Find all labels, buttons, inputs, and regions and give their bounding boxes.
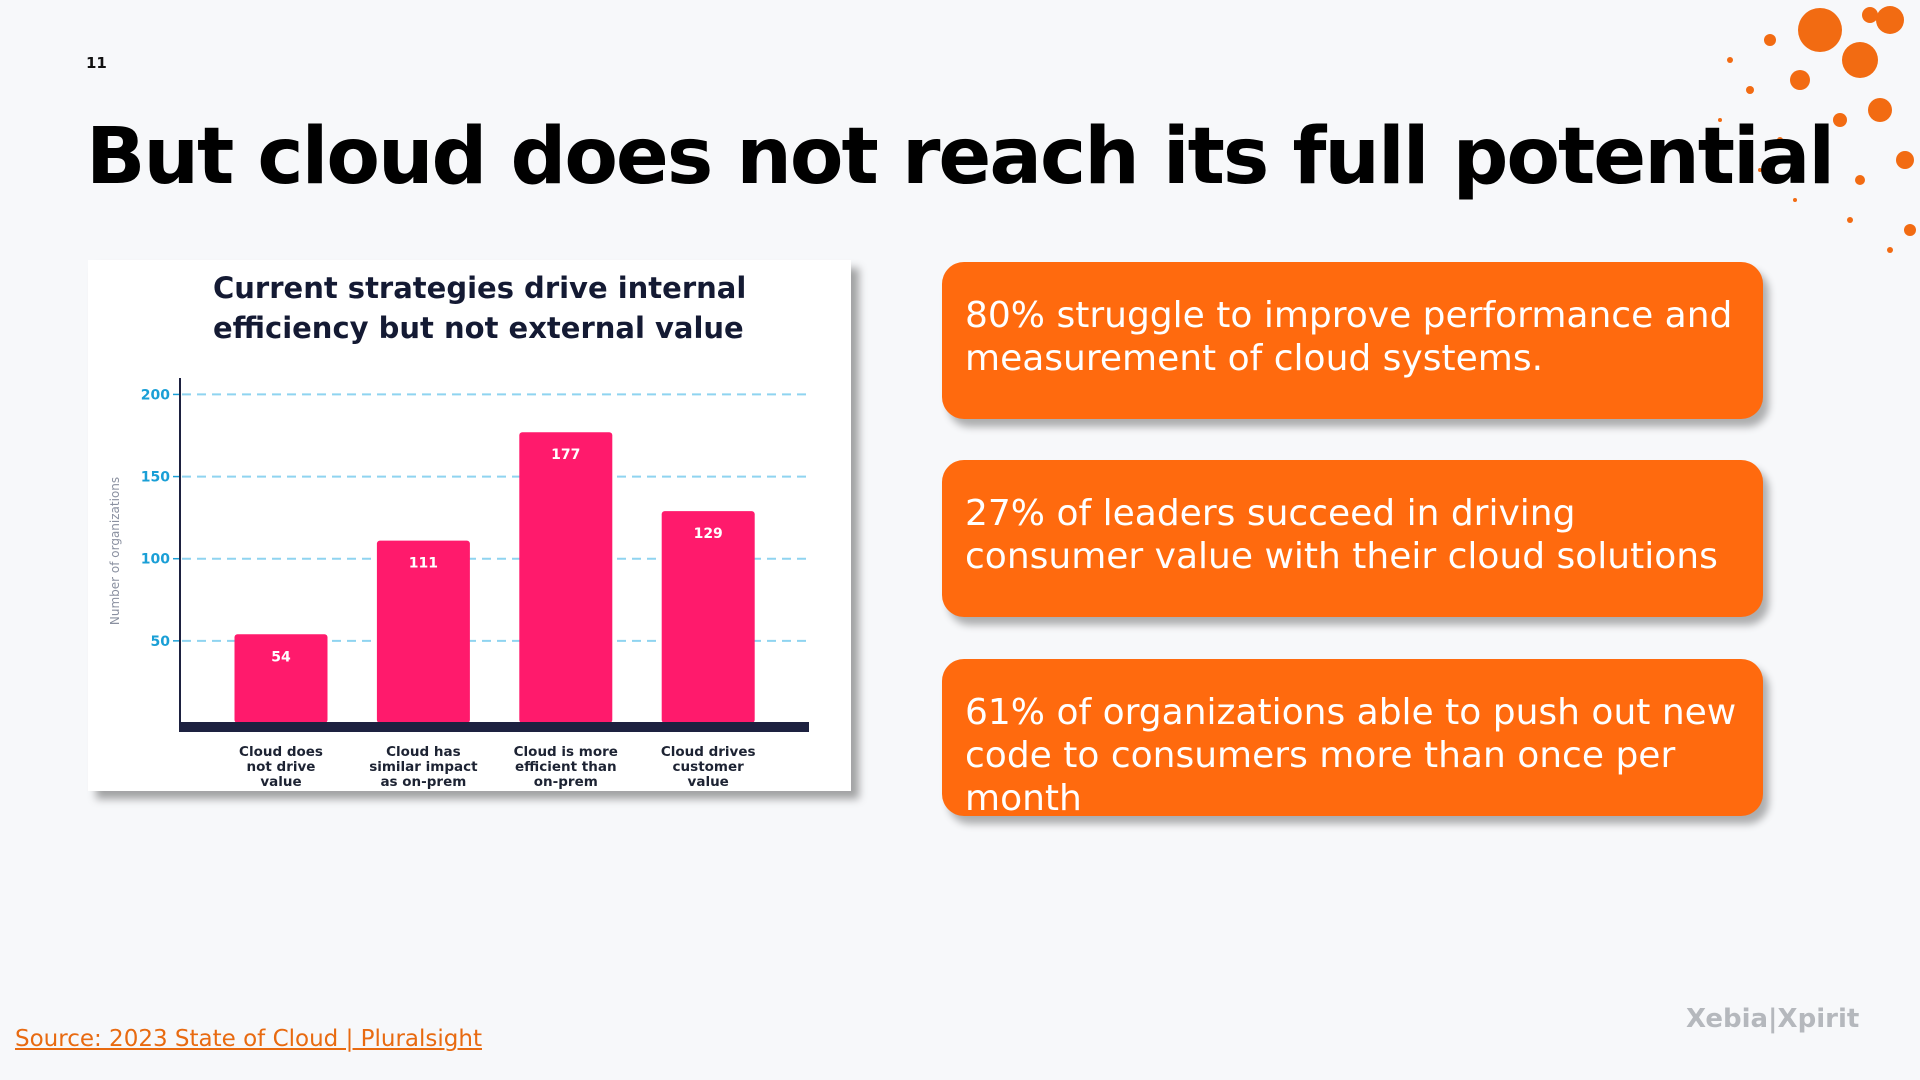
x-tick-label: Cloud drives customer value (660, 744, 756, 790)
y-axis-label: Number of organizations (108, 477, 122, 625)
y-tick-label: 50 (151, 634, 171, 650)
source-link[interactable]: Source: 2023 State of Cloud | Pluralsigh… (15, 1026, 482, 1052)
slide-number: 11 (86, 54, 107, 72)
bar (234, 634, 328, 723)
bar (376, 540, 470, 723)
x-tick-label: Cloud is more efficient than on-prem (513, 744, 618, 790)
bar (519, 432, 613, 723)
value-label: 177 (551, 447, 580, 463)
y-tick-label: 150 (141, 470, 170, 486)
slide-title: But cloud does not reach its full potent… (86, 112, 1835, 202)
y-tick-label: 100 (141, 552, 170, 568)
splatter (1718, 6, 1916, 253)
y-tick-label: 200 (141, 387, 170, 403)
x-tick-label: Cloud does not drive value (239, 744, 323, 790)
chart-card: 50 100 150 200 Number of organizations 54 111 1… (88, 260, 851, 791)
chart-title: Current strategies drive internal effici… (213, 271, 747, 345)
value-label: 129 (694, 526, 723, 542)
stat-card: 61% of organizations able to push out ne… (942, 659, 1763, 819)
stat-card: 27% of leaders succeed in driving consum… (942, 460, 1763, 617)
stat-card: 80% struggle to improve performance and … (942, 262, 1763, 419)
x-tick-label: Cloud has similar impact as on-prem (369, 744, 478, 790)
bar (661, 511, 755, 723)
value-label: 111 (409, 556, 438, 572)
value-label: 54 (271, 649, 291, 665)
x-axis (179, 722, 809, 732)
logo: Xebia|Xpirit (1686, 1004, 1860, 1034)
chart: 50 100 150 200 Number of organizations 54 111 1… (108, 378, 809, 732)
